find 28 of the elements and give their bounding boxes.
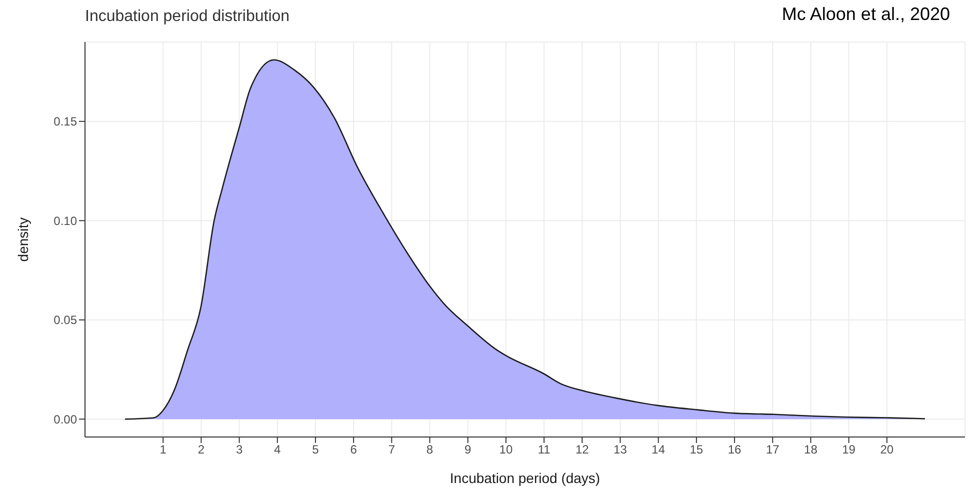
x-tick-label: 7 bbox=[388, 442, 396, 457]
x-tick-label: 12 bbox=[575, 442, 590, 457]
x-tick-label: 4 bbox=[274, 442, 282, 457]
x-tick-label: 2 bbox=[198, 442, 205, 457]
x-tick-label: 8 bbox=[426, 442, 434, 457]
x-tick-label: 13 bbox=[614, 442, 628, 457]
x-tick-label: 6 bbox=[350, 442, 358, 457]
x-tick-label: 10 bbox=[499, 442, 513, 457]
x-axis-title: Incubation period (days) bbox=[450, 470, 600, 486]
y-tick-label: 0.10 bbox=[54, 214, 78, 228]
x-tick-label: 3 bbox=[236, 442, 243, 457]
x-tick-label: 20 bbox=[880, 442, 894, 457]
x-tick-label: 16 bbox=[728, 442, 742, 457]
x-tick-label: 1 bbox=[160, 442, 167, 457]
x-tick-label: 18 bbox=[804, 442, 818, 457]
x-tick-label: 19 bbox=[842, 442, 856, 457]
y-tick-label: 0.00 bbox=[54, 412, 78, 426]
y-axis-title: density bbox=[14, 217, 31, 262]
text: Mc Aloon et al., 2020 bbox=[782, 4, 950, 25]
x-tick-label: 14 bbox=[652, 442, 666, 457]
x-tick-label: 5 bbox=[312, 442, 320, 457]
x-tick-label: 9 bbox=[464, 442, 472, 457]
y-tick-label: 0.05 bbox=[54, 313, 78, 328]
x-tick-label: 17 bbox=[766, 442, 780, 457]
chart-title: Incubation period distribution bbox=[85, 8, 290, 26]
y-tick-label: 0.15 bbox=[54, 114, 78, 129]
x-tick-label: 11 bbox=[538, 442, 551, 457]
x-tick-label: 15 bbox=[690, 442, 704, 457]
